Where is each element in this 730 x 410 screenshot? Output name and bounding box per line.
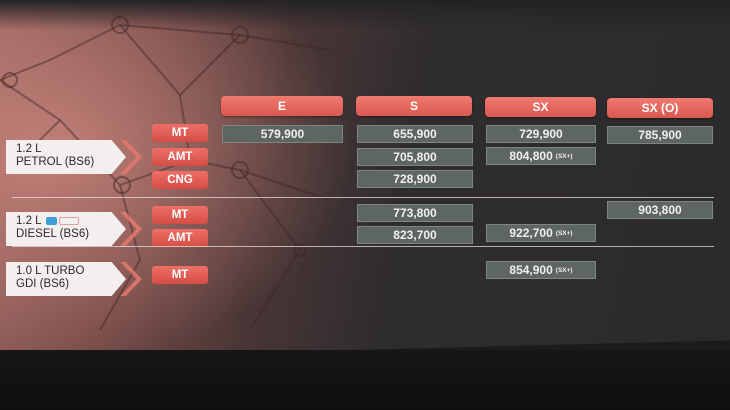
engine-label-diesel: 1.2 L DIESEL (BS6) [6,212,126,246]
price-petrol-mt-e: 579,900 [222,125,343,143]
price-petrol-mt-s: 655,900 [357,125,473,143]
variant-header-e: E [221,96,343,116]
price-turbo-mt-sx: 854,900 (SX+) [486,261,596,279]
price-petrol-mt-sxo: 785,900 [607,126,713,144]
trans-petrol-amt: AMT [152,148,208,166]
engine-label-turbo: 1.0 L TURBO GDI (BS6) [6,262,126,296]
price-petrol-amt-sx: 804,800 (SX+) [486,147,596,165]
display-base [0,350,730,410]
trans-diesel-mt: MT [152,206,208,224]
display-bezel [0,0,730,30]
price-diesel-mt-sxo: 903,800 [607,201,713,219]
engine-label-petrol: 1.2 L PETROL (BS6) [6,140,126,174]
trans-petrol-mt: MT [152,124,208,142]
price-petrol-cng-s: 728,900 [357,170,473,188]
price-petrol-mt-sx: 729,900 [486,125,596,143]
variant-header-sx: SX [485,97,596,117]
badge-outline-icon [58,216,79,225]
variant-header-sx-o: SX (O) [607,98,713,118]
row-divider [12,197,714,198]
trans-diesel-amt: AMT [152,229,208,247]
trans-petrol-cng: CNG [152,171,208,189]
variant-header-s: S [356,96,472,116]
trans-turbo-mt: MT [152,266,208,284]
brand-badge-icon [45,216,57,225]
price-diesel-amt-sx: 922,700 (SX+) [486,224,596,242]
price-diesel-mt-s: 773,800 [357,204,473,222]
price-diesel-amt-s: 823,700 [357,226,473,244]
row-divider [12,246,714,247]
price-petrol-amt-s: 705,800 [357,148,473,166]
